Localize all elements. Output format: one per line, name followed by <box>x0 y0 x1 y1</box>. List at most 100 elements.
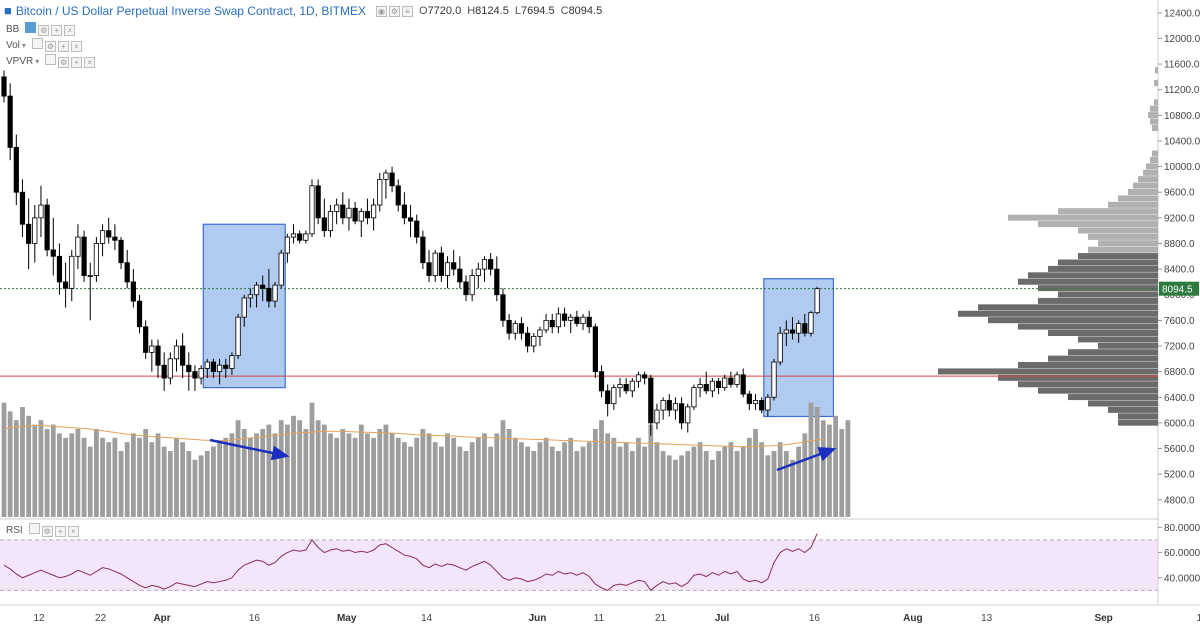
settings-icon[interactable]: ⚙ <box>389 5 400 17</box>
price-tick-label: 6000.0 <box>1164 418 1195 429</box>
volume-bar <box>703 451 709 517</box>
price-tick-label: 10400.0 <box>1164 136 1200 147</box>
add-icon[interactable]: + <box>54 526 66 537</box>
volume-bar <box>186 451 192 517</box>
collapse-icon[interactable]: ■ <box>4 3 12 18</box>
time-tick-label: 21 <box>655 613 667 624</box>
volume-bar <box>592 429 598 517</box>
add-icon[interactable]: + <box>71 57 83 68</box>
eye-icon[interactable] <box>25 22 37 33</box>
rsi-legend: RSI ⚙ + × <box>6 523 79 537</box>
time-tick-label: 13 <box>981 613 993 624</box>
vpvr-bar <box>1028 272 1158 279</box>
volume-bar <box>457 446 463 517</box>
more-icon[interactable]: ≡ <box>402 5 413 17</box>
vpvr-bar <box>988 317 1158 324</box>
rsi-line <box>3 533 818 592</box>
chevron-down-icon[interactable]: ▾ <box>21 40 26 50</box>
settings-icon[interactable]: ⚙ <box>44 41 56 52</box>
volume-bar <box>771 451 777 517</box>
price-axis[interactable]: 4800.0 5200.0 5600.0 6000.0 6400.0 6800.0 7200… <box>1158 8 1200 506</box>
volume-bar <box>291 415 296 517</box>
close-icon[interactable]: × <box>70 41 82 52</box>
candle-body <box>69 255 75 289</box>
add-icon[interactable]: + <box>57 41 69 52</box>
candle-body <box>358 211 364 222</box>
eye-icon[interactable] <box>45 54 57 65</box>
candle-body <box>204 361 210 369</box>
candle-body <box>155 345 161 366</box>
volume-bar <box>827 424 832 517</box>
time-axis[interactable]: 12 22 Apr 16 May 14 Jun 11 21 Jul 16 Aug 13 Sep 17 <box>33 613 1200 624</box>
chevron-down-icon[interactable]: ▾ <box>35 56 40 66</box>
candle-body <box>740 374 746 395</box>
volume-bar <box>697 442 703 517</box>
vpvr-bar <box>1078 253 1158 260</box>
vpvr-bar <box>1152 124 1158 131</box>
volume-bar <box>586 442 592 517</box>
vol-label[interactable]: Vol <box>6 39 20 51</box>
candle-body <box>642 374 648 379</box>
rsi-tick-label: 40.0000 <box>1164 573 1200 584</box>
eye-icon[interactable]: ◉ <box>376 5 387 17</box>
volume-bar <box>395 437 401 517</box>
volume-bar <box>549 446 555 517</box>
vpvr-label[interactable]: VPVR <box>6 55 34 67</box>
candle-body <box>32 217 38 244</box>
rsi-label[interactable]: RSI <box>6 524 23 536</box>
volume-bar <box>297 420 303 517</box>
close-icon[interactable]: × <box>67 526 79 537</box>
volume-bar <box>808 402 814 517</box>
volume-bar <box>229 433 235 517</box>
price-tick-label: 7200.0 <box>1164 342 1195 353</box>
volume-bar <box>241 429 247 517</box>
eye-icon[interactable] <box>31 38 43 49</box>
settings-icon[interactable]: ⚙ <box>41 526 53 537</box>
close-key: C <box>560 4 569 17</box>
volume-bar <box>402 442 407 517</box>
candle-body <box>783 329 789 334</box>
volume-bar <box>420 429 426 517</box>
bb-label[interactable]: BB <box>6 23 20 35</box>
vpvr-bar <box>1038 221 1158 228</box>
volume-bar <box>728 442 734 517</box>
settings-icon[interactable]: ⚙ <box>58 57 70 68</box>
candle-body <box>512 323 518 334</box>
vpvr-bar <box>1078 336 1158 343</box>
vpvr-bar <box>1150 105 1158 112</box>
candle-body <box>561 313 568 321</box>
candle-body <box>81 236 87 276</box>
symbol-title[interactable]: Bitcoin / US Dollar Perpetual Inverse Sw… <box>15 3 366 18</box>
candle-body <box>752 400 759 405</box>
volume-bar <box>192 459 198 517</box>
volume-bar <box>81 437 87 517</box>
vpvr-bar <box>1018 381 1158 388</box>
vpvr-bar <box>1038 285 1158 292</box>
close-icon[interactable]: × <box>84 57 96 68</box>
candle-body <box>746 393 752 405</box>
candle-body <box>389 172 395 187</box>
candle-body <box>605 390 611 405</box>
settings-icon[interactable]: ⚙ <box>38 25 50 36</box>
candle-body <box>401 204 408 219</box>
price-tick-label: 7600.0 <box>1164 316 1195 327</box>
last-price-label: 8094.5 <box>1162 285 1193 296</box>
eye-icon[interactable] <box>28 523 40 534</box>
volume-bar <box>525 446 530 517</box>
price-tick-label: 8000.0 <box>1164 290 1195 301</box>
vpvr-bar <box>1118 413 1158 420</box>
candle-body <box>777 332 783 363</box>
volume-bar <box>469 442 475 517</box>
candle-body <box>321 217 327 232</box>
candle-body <box>463 281 469 296</box>
price-tick-label: 6400.0 <box>1164 393 1195 404</box>
close-icon[interactable]: × <box>64 25 76 36</box>
volume-bar <box>426 433 432 517</box>
time-tick-label: Jun <box>529 613 547 624</box>
add-icon[interactable]: + <box>51 25 63 36</box>
volume-bar <box>734 451 740 517</box>
vpvr-bar <box>1018 323 1158 330</box>
volume-bar <box>315 420 321 517</box>
volume-bar <box>833 415 838 517</box>
